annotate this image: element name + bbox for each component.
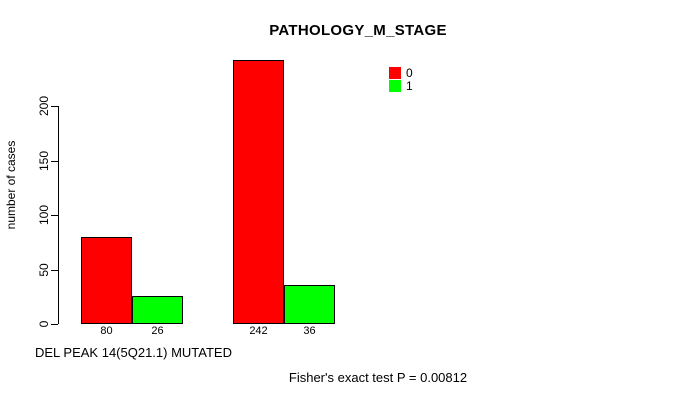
bar: [233, 60, 284, 324]
x-axis-label: DEL PEAK 14(5Q21.1) MUTATED: [35, 345, 232, 360]
legend-label: 0: [406, 65, 413, 80]
legend-entry: 0: [389, 66, 413, 79]
y-tick: [51, 106, 58, 107]
y-tick: [51, 324, 58, 325]
bar-value-label: 26: [151, 325, 164, 337]
bar-value-label: 242: [249, 325, 268, 337]
y-tick-label: 200: [37, 95, 51, 117]
bar: [132, 295, 183, 324]
bar-value-label: 80: [100, 325, 113, 337]
chart-title: PATHOLOGY_M_STAGE: [269, 22, 447, 39]
legend-entry: 1: [389, 79, 413, 92]
y-axis-label: number of cases: [4, 140, 18, 230]
legend-swatch: [389, 66, 401, 79]
bar: [284, 284, 335, 324]
y-tick-label: 150: [37, 150, 51, 171]
bar-value-label: 36: [303, 325, 316, 337]
legend-label: 1: [406, 78, 413, 93]
y-axis-line: [58, 106, 59, 324]
annotation-text: Fisher's exact test P = 0.00812: [288, 370, 468, 385]
y-tick-label: 50: [37, 262, 51, 277]
bar: [81, 236, 132, 324]
y-tick: [51, 269, 58, 271]
y-tick: [51, 160, 58, 162]
y-tick: [51, 215, 58, 216]
y-tick-label: 100: [37, 204, 51, 226]
y-tick-label: 0: [37, 320, 51, 328]
legend-swatch: [389, 79, 401, 92]
